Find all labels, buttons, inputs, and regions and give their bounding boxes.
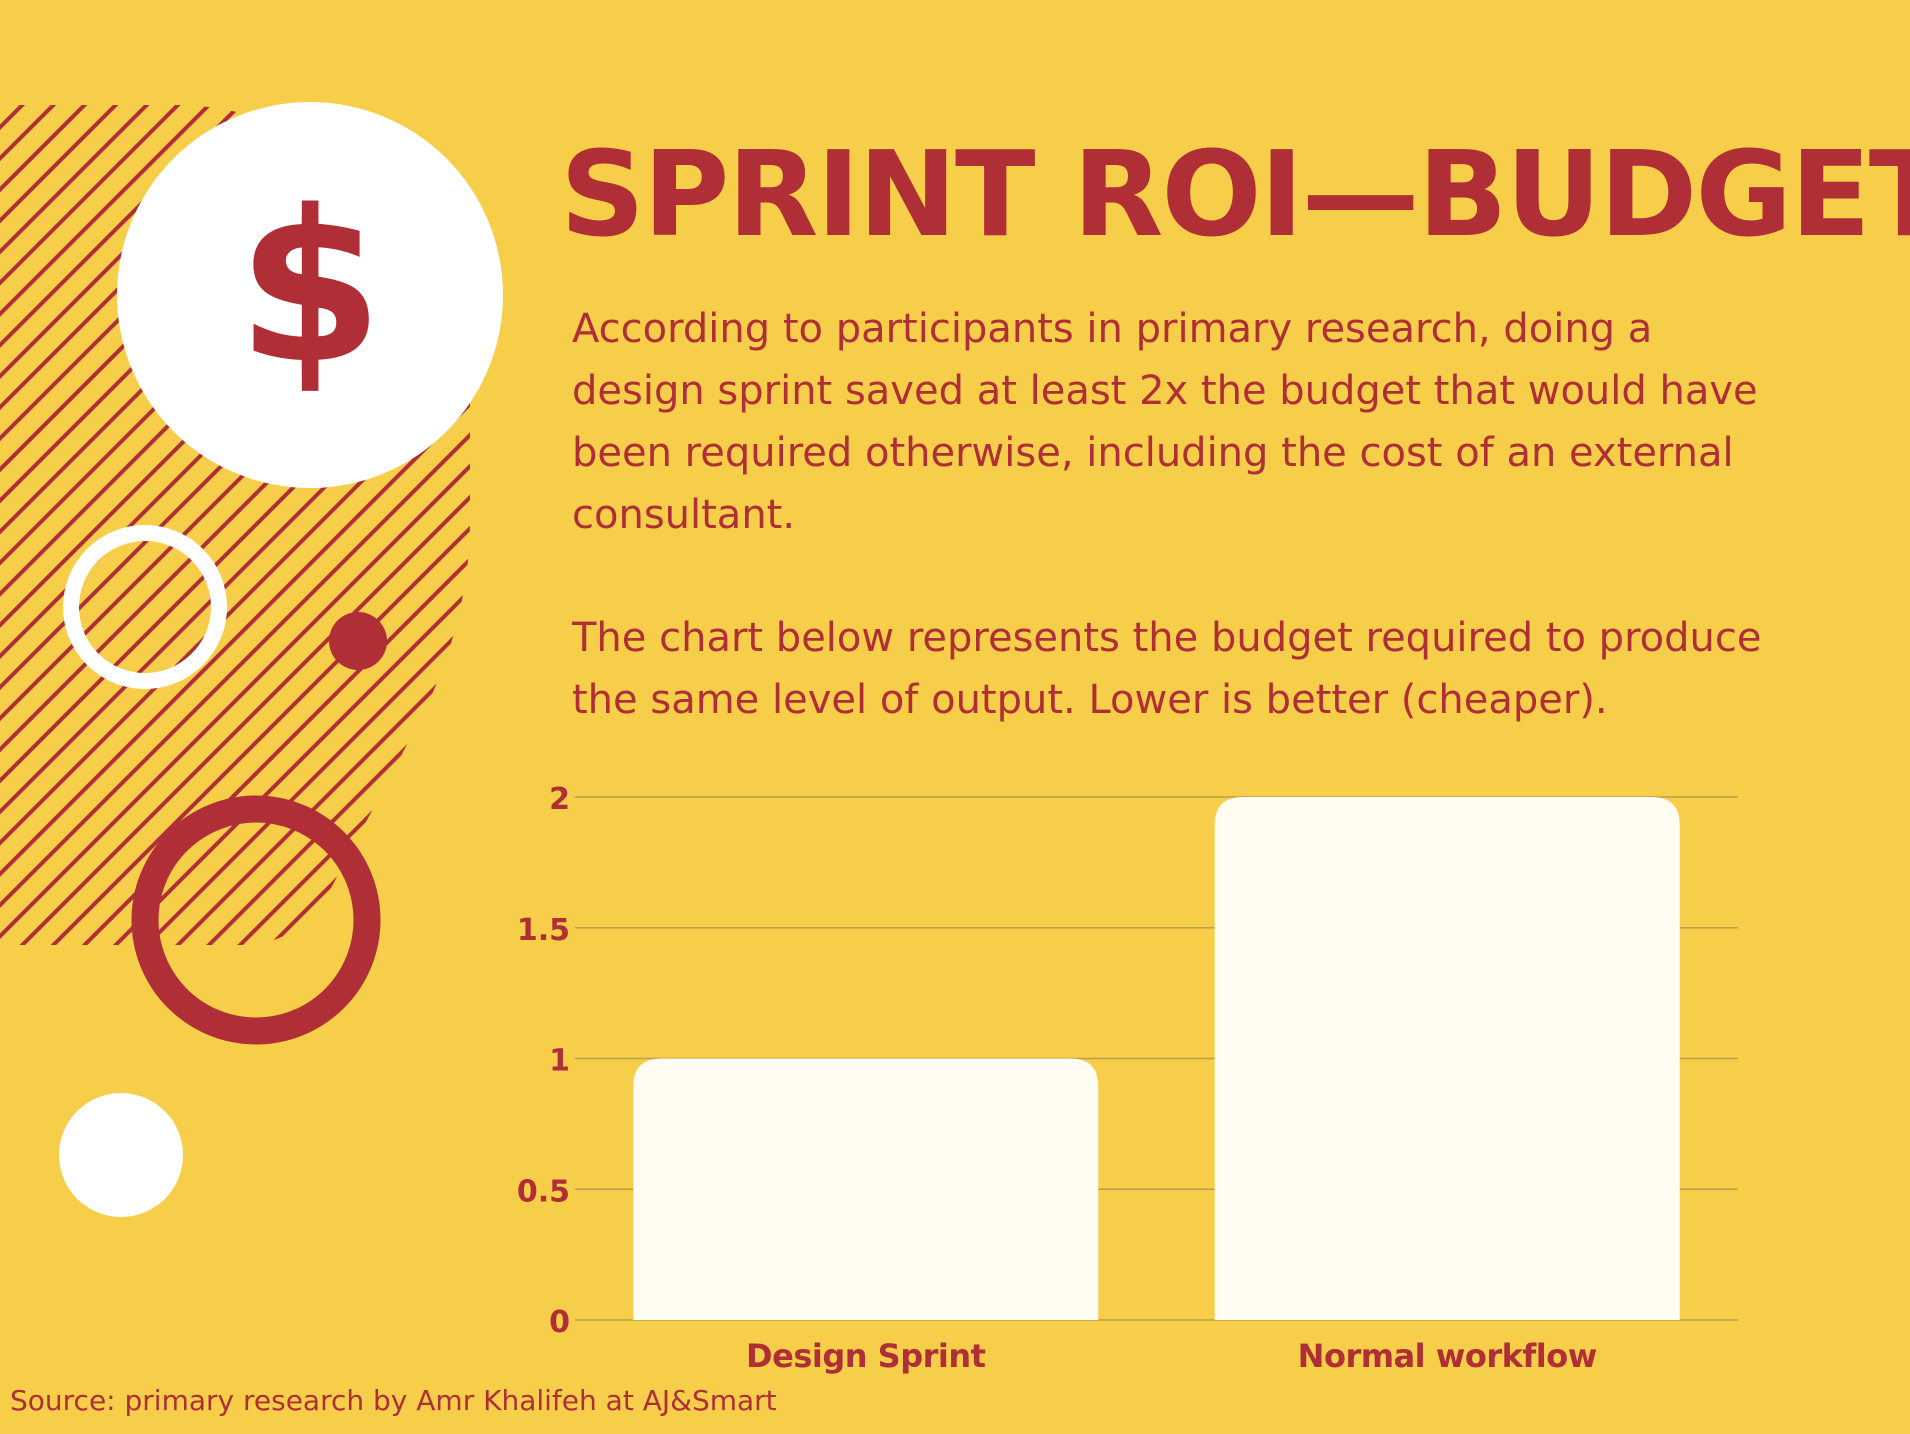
source-note: Source: primary research by Amr Khalifeh… [10,1384,777,1417]
x-category-label: Design Sprint [746,1337,986,1375]
x-category-label: Normal workflow [1298,1337,1597,1375]
intro-paragraph: According to participants in primary res… [572,306,1758,538]
y-tick-label: 1 [549,1044,570,1079]
white-ring [63,525,227,689]
bar-design-sprint [633,1058,1099,1320]
white-dot [59,1093,183,1217]
y-tick-label: 1.5 [517,913,570,948]
white-circle-large [117,102,503,488]
chart-y-ticks: 0 0.5 1 1.5 2 [517,782,570,1340]
page-title: SPRINT ROI—BUDGET [560,125,1910,263]
y-tick-label: 0.5 [517,1174,570,1209]
y-tick-label: 2 [549,782,570,817]
chart-description-paragraph: The chart below represents the budget re… [572,615,1762,723]
bar-normal-workflow [1214,797,1680,1320]
chart-bars [633,797,1680,1320]
red-dot [329,612,387,670]
dollar-sign-icon: $ [237,165,383,410]
chart-x-labels: Design Sprint Normal workflow [746,1337,1597,1375]
red-ring [131,795,381,1045]
y-tick-label: 0 [549,1305,570,1340]
decorative-shapes: $ [0,102,503,1217]
